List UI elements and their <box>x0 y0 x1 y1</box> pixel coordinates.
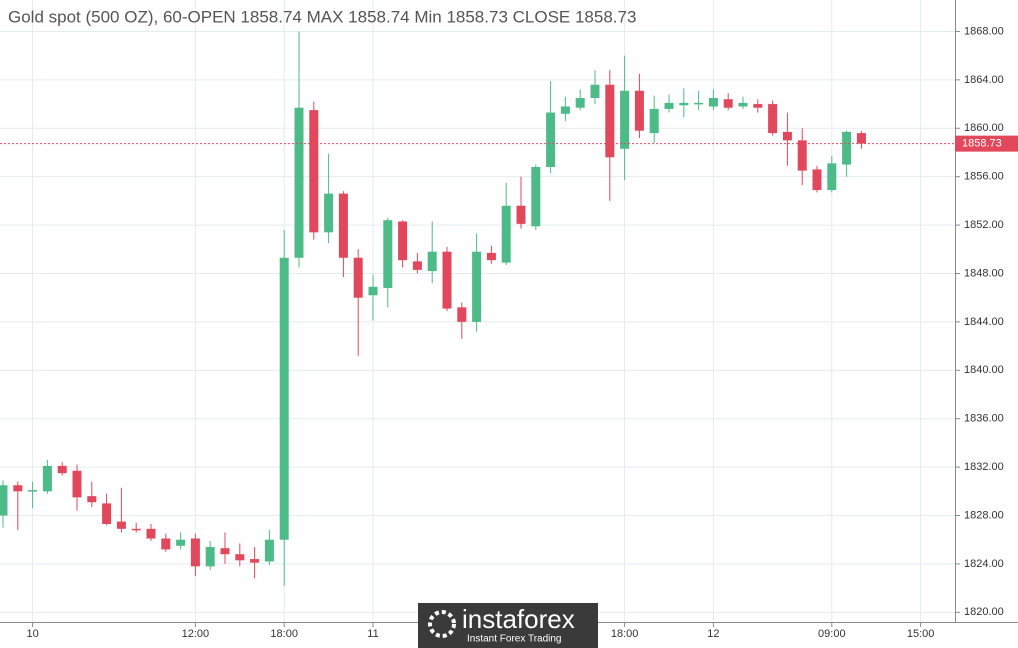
y-tick-label: 1848.00 <box>964 267 1004 279</box>
candle-body <box>368 286 378 296</box>
candle-body <box>738 102 748 107</box>
candle-body <box>264 539 274 562</box>
candle-body <box>575 98 585 108</box>
current-price-label: 1858.73 <box>962 138 1002 150</box>
candle-body <box>708 98 718 107</box>
y-tick-label: 1844.00 <box>964 316 1004 328</box>
y-tick-label: 1836.00 <box>964 413 1004 425</box>
y-tick-label: 1828.00 <box>964 509 1004 521</box>
candle-body <box>560 106 570 114</box>
candle-body <box>235 554 245 561</box>
candle-body <box>398 221 408 261</box>
candle-body <box>116 521 126 529</box>
y-tick-label: 1824.00 <box>964 558 1004 570</box>
candle-body <box>753 104 763 108</box>
y-tick-label: 1868.00 <box>964 25 1004 37</box>
candle-body <box>0 485 8 516</box>
candle-body <box>472 251 482 322</box>
x-tick-label: 11 <box>367 628 378 640</box>
candle-body <box>146 528 156 539</box>
candle-body <box>427 251 437 272</box>
logo: instaforex Instant Forex Trading <box>418 603 598 648</box>
candle-body <box>679 102 689 106</box>
chart-title: Gold spot (500 OZ), 60-OPEN 1858.74 MAX … <box>8 7 636 26</box>
candle-body <box>250 559 260 563</box>
logo-background <box>418 603 598 648</box>
candle-body <box>72 470 82 498</box>
candle-body <box>768 104 778 134</box>
candle-body <box>205 546 215 567</box>
candle-body <box>620 90 630 149</box>
candle-body <box>383 220 393 289</box>
candle-body <box>842 131 852 165</box>
candle-body <box>634 90 644 131</box>
candle-body <box>457 307 467 322</box>
candle-body <box>605 84 615 158</box>
candle-body <box>590 84 600 99</box>
candle-body <box>57 465 67 474</box>
candle-body <box>309 110 319 233</box>
current-price-box <box>955 135 1018 152</box>
x-tick-label: 10 <box>26 628 38 640</box>
candle-body <box>324 193 334 233</box>
x-tick-label: 15:00 <box>907 628 935 640</box>
x-tick-label: 12 <box>707 628 719 640</box>
candle-body <box>664 102 674 109</box>
logo-name: instaforex <box>462 604 575 634</box>
candle-body <box>102 503 112 524</box>
candle-body <box>486 252 496 261</box>
candle-body <box>531 166 541 227</box>
x-tick-label: 09:00 <box>818 628 846 640</box>
y-tick-label: 1840.00 <box>964 364 1004 376</box>
candle-body <box>161 538 171 550</box>
x-tick-label: 18:00 <box>611 628 639 640</box>
candle-body <box>28 490 38 492</box>
candle-body <box>649 108 659 134</box>
logo-icon <box>428 610 456 638</box>
logo-tagline: Instant Forex Trading <box>467 634 562 645</box>
candle-body <box>13 485 23 492</box>
candle-body <box>42 465 52 492</box>
candle-body <box>782 131 792 141</box>
candle-body <box>131 528 141 531</box>
candle-body <box>546 112 556 167</box>
y-tick-label: 1860.00 <box>964 122 1004 134</box>
x-tick-label: 12:00 <box>182 628 210 640</box>
candle-body <box>516 205 526 224</box>
y-tick-label: 1832.00 <box>964 461 1004 473</box>
candle-body <box>176 539 186 546</box>
candle-body <box>812 169 822 190</box>
candle-body <box>87 496 97 503</box>
candle-body <box>190 538 200 567</box>
y-tick-label: 1820.00 <box>964 606 1004 618</box>
candle-body <box>412 261 422 270</box>
y-tick-label: 1856.00 <box>964 171 1004 183</box>
candle-body <box>294 107 304 258</box>
candle-body <box>442 251 452 309</box>
candle-body <box>353 257 363 298</box>
candle-body <box>827 163 837 190</box>
candle-body <box>338 193 348 258</box>
x-tick-label: 18:00 <box>270 628 298 640</box>
y-tick-label: 1852.00 <box>964 219 1004 231</box>
y-tick-label: 1864.00 <box>964 74 1004 86</box>
candle-body <box>220 548 230 555</box>
candle-body <box>797 140 807 171</box>
candle-body <box>694 102 704 105</box>
candle-body <box>856 133 866 144</box>
candle-body <box>723 99 733 108</box>
candle-body <box>501 205 511 263</box>
candle-body <box>279 257 289 540</box>
